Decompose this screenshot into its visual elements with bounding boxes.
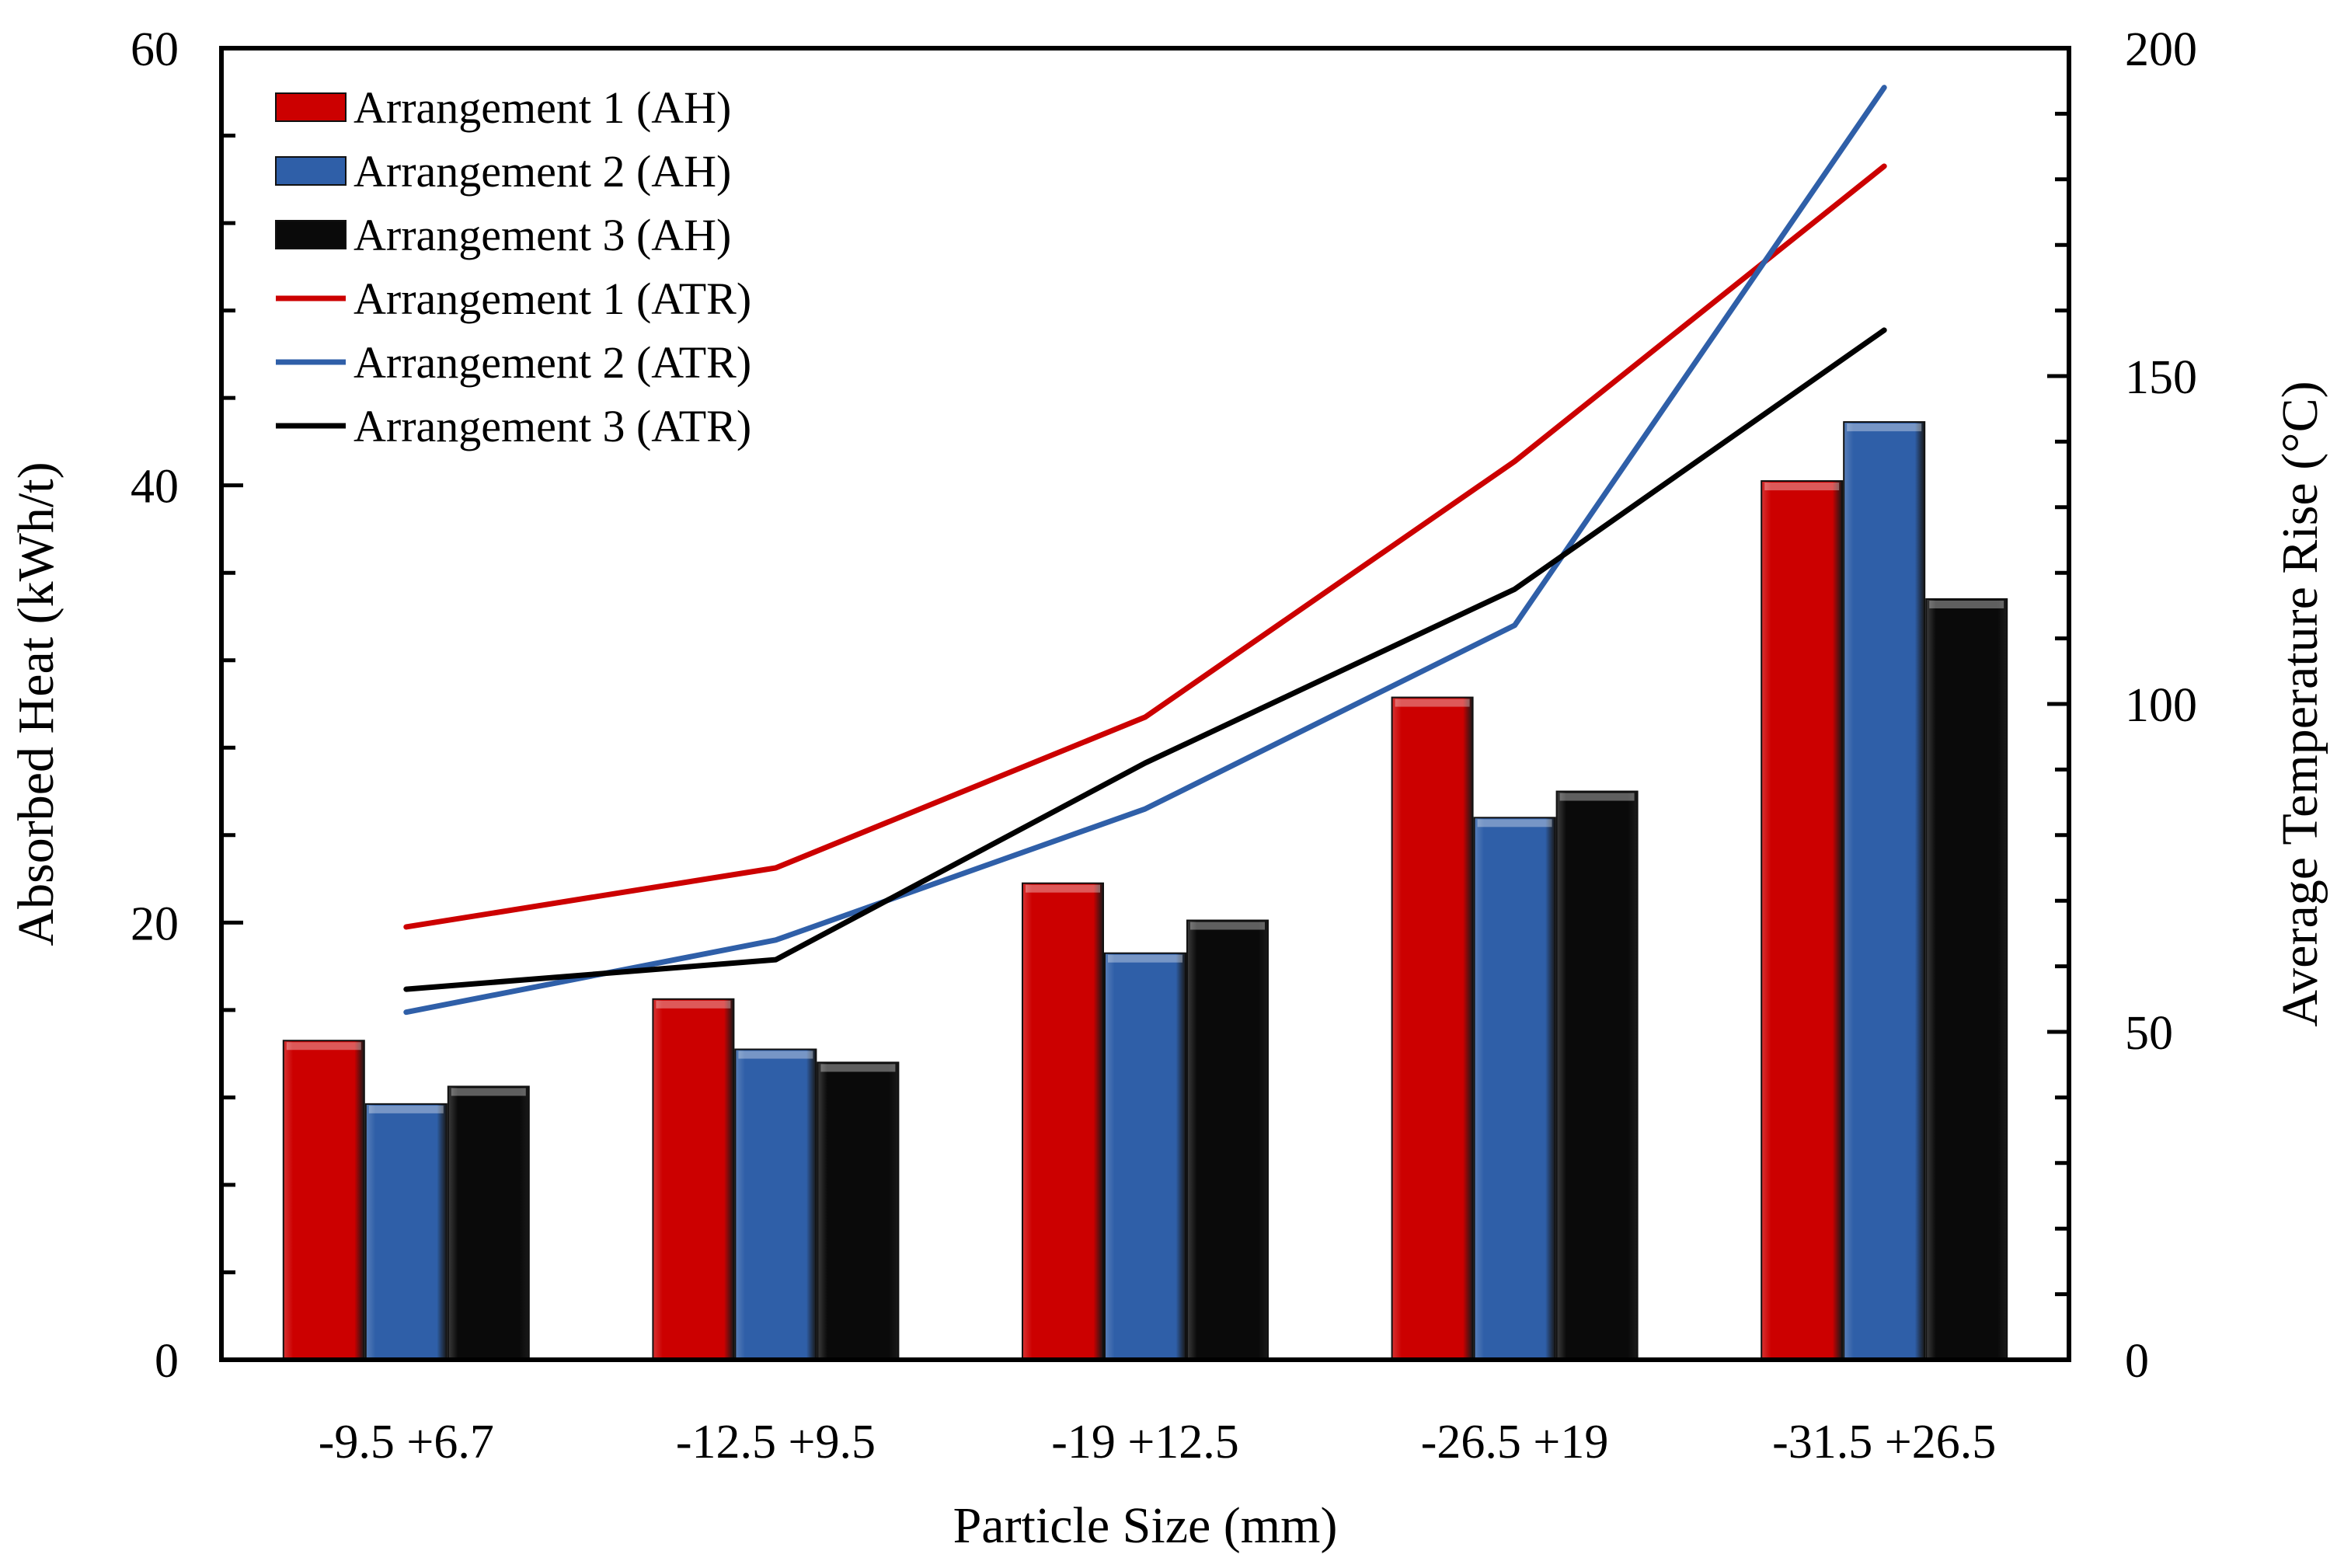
line-series1 <box>403 163 1887 930</box>
legend-label: Arrangement 3 (ATR) <box>354 401 751 451</box>
x-tick-label: -9.5 +6.7 <box>319 1416 494 1469</box>
x-tick-label: -12.5 +9.5 <box>676 1416 876 1469</box>
bar-series2-4 <box>1473 817 1556 1361</box>
bar-series1-4 <box>1391 696 1474 1361</box>
y2-tick-label: 100 <box>2125 679 2197 732</box>
legend-swatch-bar <box>275 92 347 122</box>
bar-highlight-series2-4 <box>1477 819 1552 828</box>
y2-tick-label: 150 <box>2125 351 2197 404</box>
y-tick-label: 40 <box>131 461 179 514</box>
bar-highlight-series1-2 <box>656 1000 731 1009</box>
bar-series2-5 <box>1843 421 1926 1361</box>
bar-series1-5 <box>1761 480 1844 1361</box>
bar-highlight-series3-2 <box>820 1064 896 1072</box>
bar-series2-2 <box>734 1048 817 1361</box>
line-series2 <box>403 85 1887 1016</box>
legend-label: Arrangement 1 (AH) <box>354 82 731 133</box>
legend-label: Arrangement 3 (AH) <box>354 210 731 260</box>
bar-series3-1 <box>447 1085 530 1361</box>
labels-layer: 0 20 40 60 0 50 100 150 200 -9.5 +6.7 -12.5 +9.5 -1… <box>131 23 2197 1469</box>
x-tick-label: -31.5 +26.5 <box>1772 1416 1996 1469</box>
legend: Arrangement 1 (AH) Arrangement 2 (AH) Arra… <box>275 82 751 451</box>
x-axis-title: Particle Size (mm) <box>953 1497 1338 1554</box>
bar-highlight-series3-3 <box>1190 922 1265 930</box>
bar-highlight-series2-3 <box>1108 954 1182 963</box>
bar-series3-2 <box>817 1061 900 1361</box>
bar-highlight-series3-1 <box>451 1088 526 1096</box>
y2-axis-title: Average Temperature Rise (°C) <box>2272 381 2328 1026</box>
bar-series3-3 <box>1186 919 1269 1361</box>
bar-series2-3 <box>1104 952 1186 1361</box>
y-axis-title: Absorbed Heat (kWh/t) <box>8 462 64 946</box>
bar-highlight-series1-5 <box>1764 483 1840 491</box>
line-series3 <box>403 327 1887 992</box>
bar-highlight-series1-1 <box>286 1042 361 1051</box>
bar-highlight-series3-5 <box>1929 600 2004 608</box>
bar-series1-1 <box>282 1040 365 1361</box>
x-tick-label: -26.5 +19 <box>1421 1416 1609 1469</box>
legend-swatch-bar <box>275 220 347 249</box>
bar-highlight-series2-1 <box>368 1105 444 1113</box>
y2-tick-label: 200 <box>2125 23 2197 76</box>
x-tick-label: -19 +12.5 <box>1051 1416 1239 1469</box>
bar-highlight-series2-2 <box>738 1051 813 1059</box>
lines-layer <box>403 85 1887 1016</box>
legend-label: Arrangement 2 (AH) <box>354 146 731 197</box>
bar-series1-2 <box>652 998 735 1361</box>
bar-series3-5 <box>1925 598 2008 1361</box>
y-tick-label: 0 <box>155 1335 179 1388</box>
legend-label: Arrangement 2 (ATR) <box>354 337 751 388</box>
bars-layer <box>282 421 2008 1361</box>
y2-tick-label: 0 <box>2125 1335 2149 1388</box>
bar-highlight-series3-4 <box>1559 793 1635 801</box>
bar-highlight-series1-3 <box>1026 884 1100 893</box>
legend-label: Arrangement 1 (ATR) <box>354 274 751 324</box>
bar-series1-3 <box>1022 882 1104 1361</box>
bar-series3-4 <box>1555 790 1639 1361</box>
y-tick-label: 20 <box>131 897 179 950</box>
bar-series2-1 <box>364 1103 448 1361</box>
bar-highlight-series1-4 <box>1395 699 1470 707</box>
bar-highlight-series2-5 <box>1847 423 1922 432</box>
y-tick-label: 60 <box>131 23 179 76</box>
y2-tick-label: 50 <box>2125 1007 2173 1060</box>
legend-swatch-bar <box>275 156 347 186</box>
ticks-layer <box>221 46 2069 1362</box>
